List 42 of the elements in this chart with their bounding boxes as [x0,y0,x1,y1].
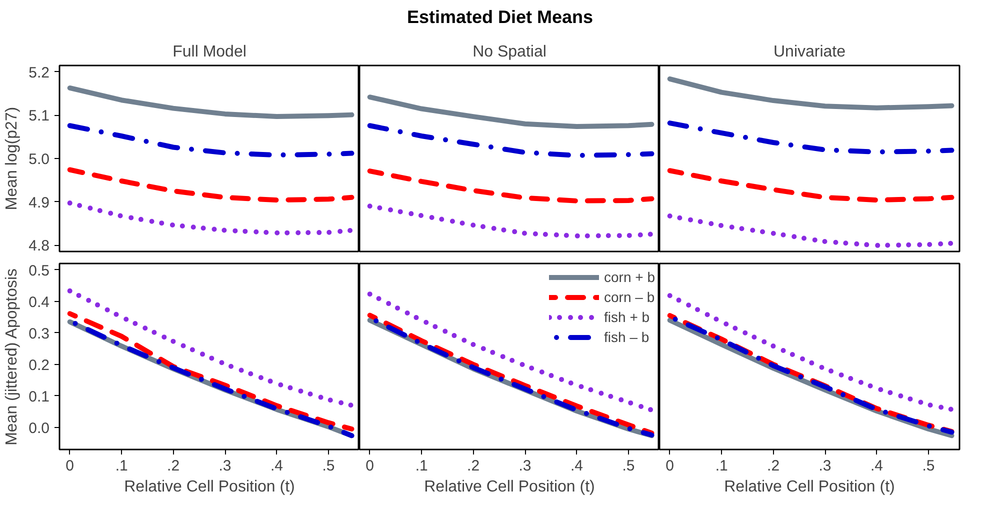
x-tick-label: 0 [66,458,74,474]
chart-subtitle: No Spatial [472,44,546,60]
x-tick-label: .3 [518,458,532,474]
x-axis-title: Relative Cell Position (t) [424,478,595,496]
legend-label: fish – b [604,329,650,345]
y-tick-label: 0.5 [28,262,50,280]
x-tick-label: .1 [715,458,728,474]
x-tick-label: .2 [467,458,480,474]
x-tick-label: .5 [322,458,335,474]
x-tick-label: .5 [922,458,935,474]
x-axis-title: Relative Cell Position (t) [124,478,295,496]
y-tick-label: 0.2 [28,356,50,374]
legend-label: corn – b [604,289,655,305]
y-tick-label: 4.8 [28,238,50,255]
x-axis-title: Relative Cell Position (t) [724,478,895,496]
y-tick-label: 5.0 [28,151,50,168]
x-tick-label: .3 [218,458,232,474]
x-tick-label: .2 [767,458,780,474]
x-tick-label: 0 [666,458,674,474]
y-tick-label: 0.0 [28,420,50,437]
y-tick-label: 0.4 [28,294,50,311]
x-tick-label: .5 [622,458,635,474]
y-axis-title: Mean log(p27) [4,106,21,210]
chart-subtitle: Full Model [172,44,246,60]
x-tick-label: .4 [870,458,883,474]
chart-title: Estimated Diet Means [406,6,594,29]
legend-label: corn + b [604,269,655,285]
x-tick-label: .1 [415,458,428,474]
x-tick-label: .1 [115,458,128,474]
y-tick-label: 5.1 [28,108,50,125]
x-tick-label: .2 [167,458,180,474]
x-tick-label: .3 [818,458,832,474]
y-tick-label: 0.1 [28,388,50,406]
x-tick-label: 0 [366,458,374,474]
x-tick-label: .4 [570,458,583,474]
x-tick-label: .4 [270,458,283,474]
legend-label: fish + b [604,309,650,325]
y-axis-title: Mean (jittered) Apoptosis [4,268,21,446]
y-tick-label: 4.9 [28,194,50,212]
y-tick-label: 0.3 [28,325,50,342]
chart-subtitle: Univariate [773,44,846,60]
y-tick-label: 5.2 [28,64,50,82]
